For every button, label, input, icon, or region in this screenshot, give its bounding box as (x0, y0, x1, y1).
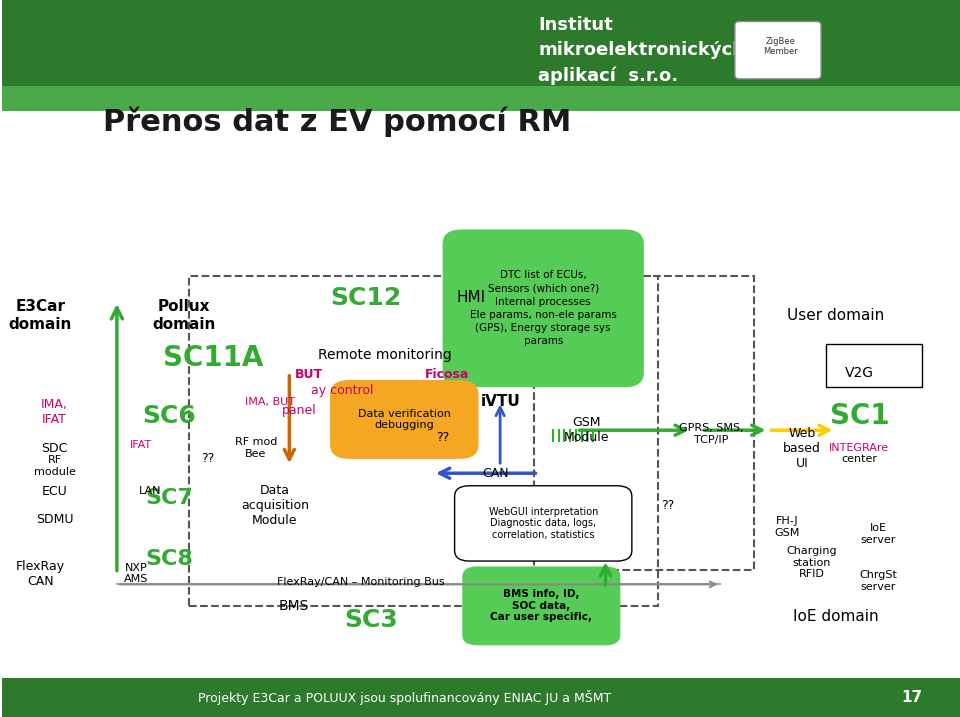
Text: BUT: BUT (295, 369, 323, 381)
Text: Přenos dat z EV pomocí RM: Přenos dat z EV pomocí RM (103, 107, 571, 137)
Text: IMA, BUT: IMA, BUT (245, 397, 295, 407)
Text: Projekty E3Car a POLUUX jsou spolufinancovány ENIAC JU a MŠMT: Projekty E3Car a POLUUX jsou spolufinanc… (198, 690, 611, 705)
Text: HMI: HMI (457, 290, 486, 305)
Text: Charging
station
RFID: Charging station RFID (786, 546, 837, 579)
Text: GPRS, SMS,
TCP/IP: GPRS, SMS, TCP/IP (679, 423, 743, 445)
Text: SC12: SC12 (330, 285, 401, 310)
Text: FlexRay
CAN: FlexRay CAN (15, 559, 65, 588)
Text: SC11A: SC11A (162, 344, 263, 373)
FancyBboxPatch shape (2, 678, 960, 717)
FancyBboxPatch shape (734, 22, 821, 79)
Text: Ficosa: Ficosa (425, 369, 469, 381)
FancyBboxPatch shape (826, 344, 922, 387)
FancyBboxPatch shape (330, 380, 479, 459)
Text: SC1: SC1 (829, 402, 889, 430)
Text: RF mod
Bee: RF mod Bee (234, 437, 277, 459)
Text: ??: ?? (436, 431, 449, 444)
Text: FH-J
GSM: FH-J GSM (775, 516, 801, 538)
Text: SDMU: SDMU (36, 513, 73, 526)
Text: NXP
AMS: NXP AMS (124, 563, 148, 584)
Text: SC3: SC3 (344, 608, 397, 632)
Text: User domain: User domain (787, 308, 884, 323)
Text: IoE
server: IoE server (861, 523, 897, 545)
Text: Remote monitoring: Remote monitoring (319, 348, 452, 362)
Text: center: center (841, 454, 877, 464)
Text: DTC list of ECUs,
Sensors (which one?)
Internal processes
Ele params, non-ele pa: DTC list of ECUs, Sensors (which one?) I… (469, 270, 616, 346)
FancyBboxPatch shape (2, 0, 960, 86)
Text: ECU: ECU (41, 485, 67, 498)
Text: ??: ?? (661, 499, 675, 512)
FancyBboxPatch shape (463, 566, 620, 645)
Text: IoE domain: IoE domain (793, 609, 878, 624)
Text: IFAT: IFAT (130, 440, 152, 450)
Text: Pollux
domain: Pollux domain (153, 299, 216, 332)
Text: Institut
mikroelektronických
aplikací  s.r.o.: Institut mikroelektronických aplikací s.… (539, 16, 746, 85)
Text: FlexRay/CAN – Monitoring Bus: FlexRay/CAN – Monitoring Bus (277, 577, 445, 587)
Text: LAN: LAN (139, 486, 161, 496)
Text: Data
acquisition
Module: Data acquisition Module (241, 484, 309, 527)
Text: ZigBee
Member: ZigBee Member (763, 37, 798, 57)
Text: CAN: CAN (482, 467, 509, 480)
FancyBboxPatch shape (2, 86, 960, 111)
Text: ChrgSt
server: ChrgSt server (859, 570, 898, 592)
Text: WebGUI interpretation
Diagnostic data, logs,
correlation, statistics: WebGUI interpretation Diagnostic data, l… (489, 507, 598, 540)
Text: RF
module: RF module (34, 455, 76, 477)
Text: iVTU: iVTU (480, 394, 520, 409)
Text: IMA,
IFAT: IMA, IFAT (41, 398, 68, 427)
Text: GSM
Module: GSM Module (564, 416, 609, 445)
Text: BMS: BMS (279, 599, 309, 613)
Text: SC7: SC7 (146, 488, 194, 508)
Text: ??: ?? (202, 452, 214, 465)
Text: INTEGRAre: INTEGRAre (829, 443, 890, 453)
Text: 17: 17 (901, 690, 923, 705)
Text: SDC: SDC (41, 442, 68, 455)
Text: E3Car
domain: E3Car domain (9, 299, 72, 332)
Text: ay control: ay control (311, 384, 373, 397)
Text: Data verification
debugging: Data verification debugging (358, 409, 451, 430)
FancyBboxPatch shape (455, 486, 632, 561)
FancyBboxPatch shape (443, 229, 644, 387)
Text: BMS info, ID,
SOC data,
Car user specific,: BMS info, ID, SOC data, Car user specifi… (491, 589, 592, 622)
Text: V2G: V2G (845, 366, 874, 380)
Text: SC8: SC8 (146, 549, 194, 569)
Text: Web
based
UI: Web based UI (783, 427, 821, 470)
Text: panel: panel (281, 404, 316, 417)
Text: SC6: SC6 (143, 404, 197, 428)
